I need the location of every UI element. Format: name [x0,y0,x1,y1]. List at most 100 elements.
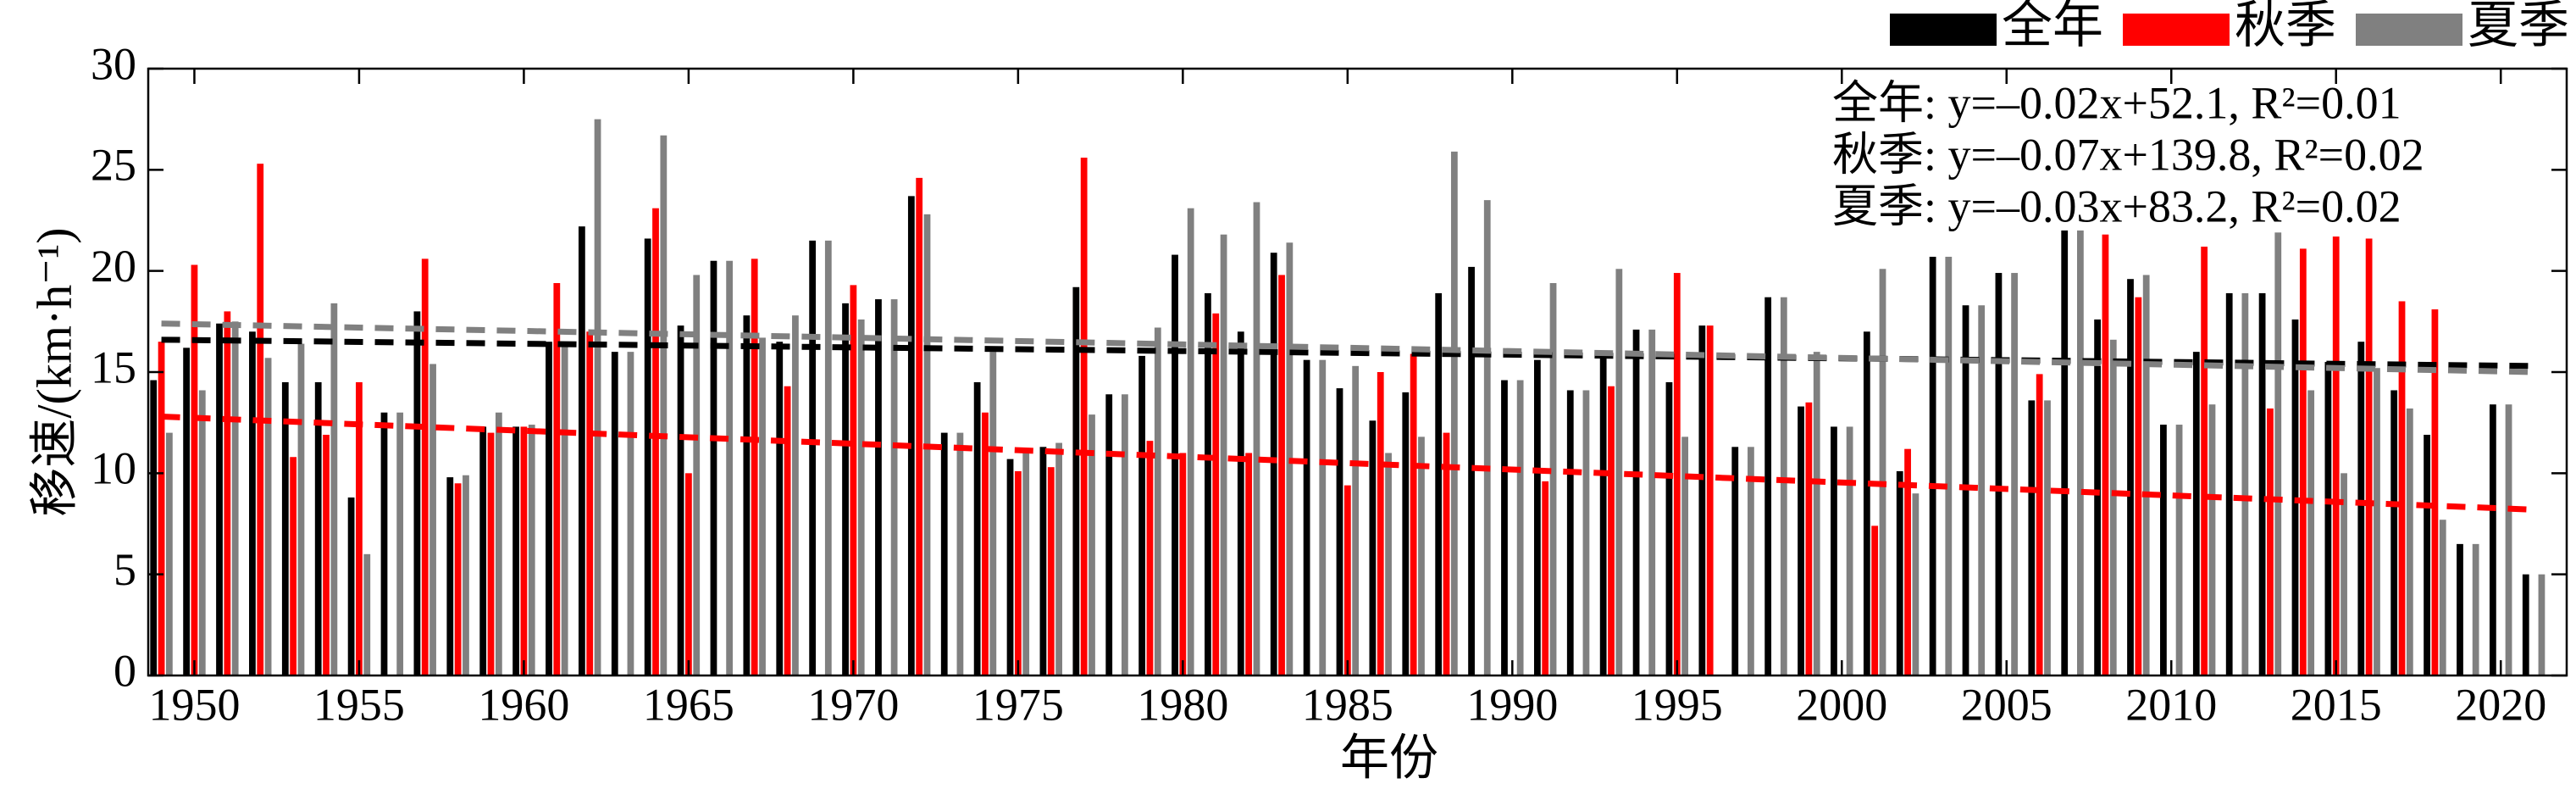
bar [2424,434,2430,675]
y-tick-label: 10 [91,443,136,494]
bar [2538,574,2546,675]
bar [224,311,231,675]
bar [1443,432,1450,675]
bar [1122,394,1128,675]
bar [487,432,495,675]
bar [2374,368,2380,675]
bar [1582,390,1590,675]
bar [166,432,173,675]
bar [2036,374,2043,675]
bar [1377,372,1384,675]
bar [627,352,634,675]
bar [2489,404,2496,675]
bar [1566,390,1574,675]
bar [1319,359,1327,675]
bar [842,303,849,675]
bar [809,240,817,675]
bar [857,319,865,675]
bar [2267,408,2274,675]
bar [710,260,717,675]
bar [726,260,734,675]
x-tick-label: 1970 [807,679,899,730]
bar [2061,230,2069,675]
bar [1673,273,1681,675]
bar [553,282,561,675]
equation: 夏季: y=–0.03x+83.2, R²=0.02 [1832,181,2401,231]
bar [1402,392,1410,675]
x-axis-label: 年份 [1340,730,1438,785]
x-tick-label: 1985 [1302,679,1393,730]
legend-swatch [2356,14,2462,46]
bar [2457,543,2463,675]
x-tick-label: 1990 [1466,679,1558,730]
bar [751,259,758,675]
x-tick-label: 2015 [2291,679,2382,730]
bar [677,325,684,675]
bar [183,347,191,675]
bar [1798,406,1804,675]
bar [1962,305,1969,675]
bar [2341,473,2347,675]
bar [2307,390,2315,675]
bar [2076,230,2084,675]
bar [454,483,462,675]
bar [216,323,223,675]
bar [495,412,502,675]
legend: 全年 秋季 夏季 [1890,0,2569,53]
x-tick-label: 1995 [1631,679,1723,730]
bar [2505,404,2512,675]
bar [1385,453,1392,675]
bar [356,381,363,675]
bar [314,381,322,675]
bar [1055,442,1062,675]
bar [693,275,701,675]
bar [2274,232,2282,675]
bar [2472,543,2479,675]
bar [158,342,165,675]
trend-line [161,320,2534,375]
bar [2225,292,2233,675]
bar [2135,297,2142,675]
y-tick-label: 15 [91,342,136,392]
bar [396,412,404,675]
bar [1780,297,1787,675]
bar [2365,238,2373,676]
x-tick-label: 1950 [148,679,240,730]
bar [982,412,989,675]
bar [1863,331,1870,675]
x-tick-label: 2000 [1796,679,1887,730]
y-tick-label: 30 [91,38,136,89]
bar [956,432,964,675]
bar [2011,273,2018,675]
bar [347,497,355,675]
bar [850,285,857,675]
bar [561,342,568,675]
bar [479,426,487,675]
bar [1681,436,1689,675]
bar [1336,388,1343,675]
bar [2102,234,2109,675]
bar [1615,269,1623,675]
bar [1846,426,1853,675]
bar [463,475,469,675]
bar [2044,400,2051,675]
bar [916,177,923,675]
bar [2109,339,2117,675]
bar [1706,325,1714,675]
bar [2258,292,2266,675]
bar [989,352,997,675]
bar [1813,352,1820,675]
bar [792,315,799,675]
bar [264,358,272,675]
bar [2192,352,2200,675]
bar [1146,441,1154,675]
bar [784,386,791,675]
bar [1698,325,1706,675]
bar [1245,453,1253,675]
bar [1187,208,1194,675]
bar [1105,394,1113,675]
bar [1533,359,1541,675]
bar [2175,425,2183,675]
bar [2439,520,2446,675]
